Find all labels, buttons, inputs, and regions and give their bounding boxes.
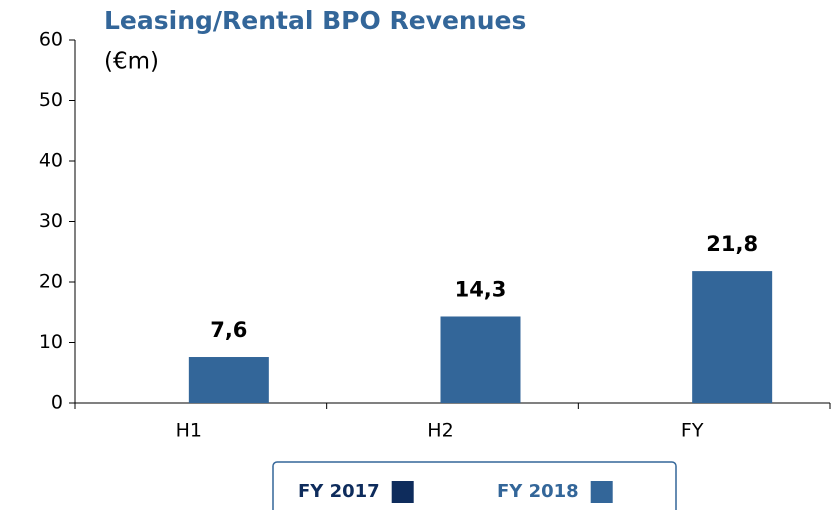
- value-label: 21,8: [706, 232, 758, 256]
- y-tick-label: 30: [39, 210, 63, 232]
- y-tick-label: 0: [51, 392, 63, 414]
- legend-swatch: [391, 481, 414, 503]
- legend-label: FY 2017: [298, 481, 380, 502]
- legend-label: FY 2018: [497, 481, 579, 502]
- y-tick-label: 10: [39, 331, 63, 353]
- x-tick-label: H1: [176, 420, 202, 442]
- x-tick-label: H2: [427, 420, 453, 442]
- bar: [692, 271, 773, 403]
- value-label: 14,3: [455, 277, 507, 301]
- bar: [440, 316, 521, 403]
- legend-box: [272, 461, 677, 510]
- legend-swatch: [590, 481, 613, 503]
- chart-title: Leasing/Rental BPO Revenues: [104, 6, 526, 35]
- chart-subtitle: (€m): [104, 49, 159, 75]
- y-tick-label: 60: [39, 29, 63, 51]
- x-tick-label: FY: [681, 420, 704, 442]
- value-label: 7,6: [210, 318, 247, 342]
- y-tick-label: 50: [39, 89, 63, 111]
- y-tick-label: 20: [39, 271, 63, 293]
- bar: [188, 357, 269, 403]
- y-tick-label: 40: [39, 150, 63, 172]
